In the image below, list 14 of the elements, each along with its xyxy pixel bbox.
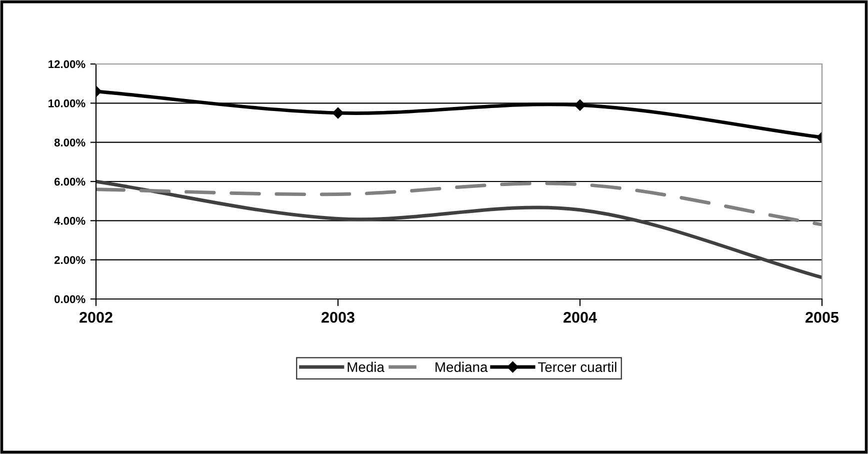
y-tick-label: 0.00% — [54, 295, 86, 304]
legend-label: Mediana — [436, 362, 488, 372]
x-tick-label: 2003 — [322, 312, 354, 323]
x-tick-label: 2004 — [564, 312, 597, 323]
legend-label: Tercer cuartil — [538, 362, 616, 372]
x-tick-label: 2002 — [80, 312, 112, 323]
y-tick-label: 10.00% — [48, 99, 86, 108]
y-tick-label: 8.00% — [54, 138, 86, 146]
legend-label: Media — [348, 362, 384, 372]
y-tick-label: 6.00% — [54, 178, 86, 186]
x-tick-label: 2005 — [806, 312, 839, 323]
y-tick-label: 2.00% — [54, 256, 86, 264]
y-tick-label: 4.00% — [54, 216, 86, 225]
y-tick-label: 12.00% — [48, 60, 86, 68]
